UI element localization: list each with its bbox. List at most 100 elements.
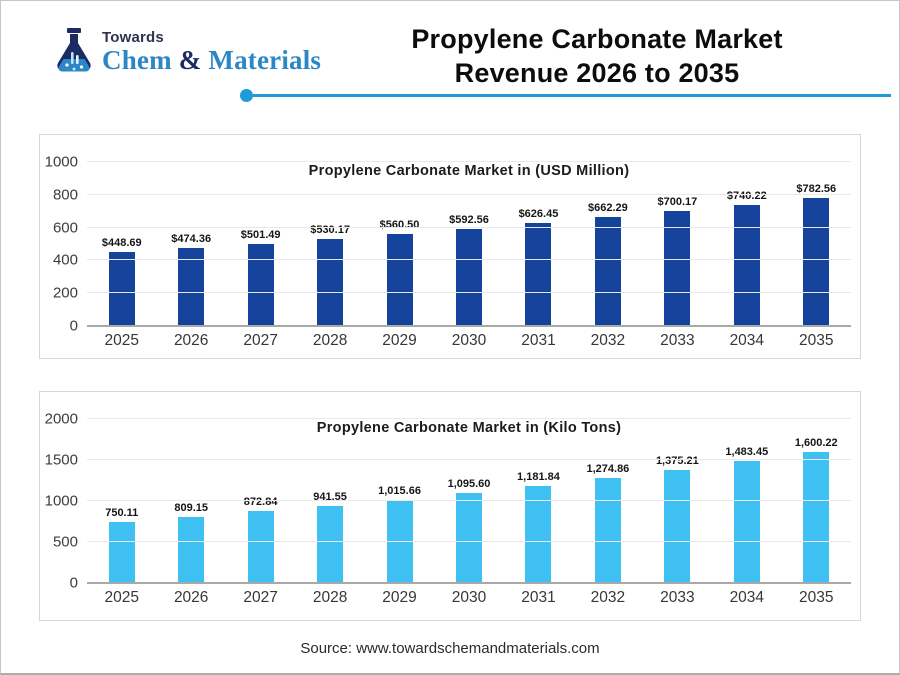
bar-2027 xyxy=(247,243,274,326)
x-axis-label-2028: 2028 xyxy=(312,332,348,349)
usd-chart-title: Propylene Carbonate Market in (USD Milli… xyxy=(308,163,630,179)
x-axis-label-2028: 2028 xyxy=(312,589,348,606)
gridline xyxy=(87,292,851,294)
accent-divider-dot xyxy=(240,89,253,102)
bar-2033 xyxy=(664,211,691,326)
bar-slot-2033: $700.17 xyxy=(643,162,712,326)
bar-slot-2025: $448.69 xyxy=(87,162,156,326)
y-axis-tick-label: 0 xyxy=(69,574,78,592)
x-axis-label-2035: 2035 xyxy=(799,589,834,606)
x-axis-label-2030: 2030 xyxy=(451,332,487,349)
gridline xyxy=(87,418,851,419)
bar-slot-2031: 1,181.84 xyxy=(504,419,573,583)
gridline xyxy=(87,161,851,162)
bar-2032 xyxy=(594,478,621,583)
bar-slot-2027: $501.49 xyxy=(226,162,295,326)
bar-slot-2033: 1,375.21 xyxy=(643,419,712,583)
bar-slot-2025: 750.11 xyxy=(87,419,156,583)
page-title: Propylene Carbonate Market Revenue 2026 … xyxy=(311,23,883,91)
gridline xyxy=(87,459,851,460)
bar-slot-2028: 941.55 xyxy=(295,419,364,583)
bar-value-label: 1,274.86 xyxy=(586,463,630,476)
bar-value-label: $501.49 xyxy=(240,228,281,241)
bar-value-label: $474.36 xyxy=(171,233,212,246)
y-axis-tick-label: 500 xyxy=(52,533,78,551)
bar-slot-2030: $592.56 xyxy=(434,162,503,326)
bar-value-label: $700.17 xyxy=(657,196,698,209)
y-axis-tick-label: 1000 xyxy=(44,492,78,510)
x-axis-label-2032: 2032 xyxy=(590,332,626,349)
brand-name-label: Chem & Materials xyxy=(102,44,321,75)
bar-value-label: $560.50 xyxy=(379,219,420,232)
gridline xyxy=(87,259,851,261)
y-axis-tick-label: 1000 xyxy=(44,153,78,171)
page-title-line1: Propylene Carbonate Market xyxy=(411,24,783,54)
bar-value-label: $626.45 xyxy=(518,208,559,221)
usd-million-chart-panel: 0 200 400 600 800 1000 Propylene Carbonate Ma… xyxy=(39,134,861,359)
x-axis-label-2026: 2026 xyxy=(173,589,209,606)
bar-2033 xyxy=(664,470,691,583)
brand-wordmark: Towards Chem & Materials xyxy=(102,30,321,76)
bar-slot-2034: $740.22 xyxy=(712,162,781,326)
bar-slot-2027: 872.84 xyxy=(226,419,295,583)
bar-value-label: $782.56 xyxy=(796,182,837,195)
bar-value-label: 1,181.84 xyxy=(517,471,560,484)
bar-slot-2034: 1,483.45 xyxy=(712,419,781,583)
kilo-chart-bars: 750.11 809.15 872.84 941.55 1,015.66 1,095.60… xyxy=(87,419,851,583)
x-axis-label-2026: 2026 xyxy=(173,332,209,349)
bar-2034 xyxy=(733,461,760,583)
bar-value-label: 750.11 xyxy=(105,506,139,519)
x-axis-label-2033: 2033 xyxy=(660,589,695,606)
gridline xyxy=(87,193,851,195)
x-axis-label-2035: 2035 xyxy=(799,332,834,349)
x-axis-label-2034: 2034 xyxy=(729,589,765,606)
bar-value-label: 1,095.60 xyxy=(447,478,491,491)
accent-divider-line xyxy=(253,94,891,97)
y-axis-tick-label: 200 xyxy=(52,284,78,302)
y-axis-tick-label: 800 xyxy=(52,186,78,204)
bar-slot-2029: $560.50 xyxy=(365,162,434,326)
bar-2035 xyxy=(803,197,830,326)
usd-chart-bars: $448.69 $474.36 $501.49 $530.17 $560.50 $592.… xyxy=(87,162,851,326)
x-axis-label-2027: 2027 xyxy=(243,589,278,606)
x-axis-label-2029: 2029 xyxy=(382,332,417,349)
bar-2032 xyxy=(594,217,621,326)
usd-chart-plot-area: Propylene Carbonate Market in (USD Milli… xyxy=(87,161,851,327)
bar-2027 xyxy=(247,511,274,583)
bar-2026 xyxy=(178,516,205,583)
x-axis-label-2031: 2031 xyxy=(521,589,556,606)
bar-2034 xyxy=(733,204,760,326)
bar-2025 xyxy=(108,252,135,326)
bar-2026 xyxy=(178,248,205,326)
bar-slot-2031: $626.45 xyxy=(504,162,573,326)
bar-slot-2032: 1,274.86 xyxy=(573,419,642,583)
x-axis-label-2027: 2027 xyxy=(243,332,278,349)
y-axis-tick-label: 600 xyxy=(52,219,78,237)
bar-2030 xyxy=(455,228,482,326)
bar-2029 xyxy=(386,234,413,326)
x-axis-label-2032: 2032 xyxy=(590,589,626,606)
bar-2030 xyxy=(455,493,482,583)
kilo-chart-y-axis: 0 500 1000 1500 2000 xyxy=(40,411,84,592)
y-axis-tick-label: 2000 xyxy=(44,410,78,428)
x-axis-label-2029: 2029 xyxy=(382,589,417,606)
bar-slot-2035: 1,600.22 xyxy=(782,419,851,583)
brand-ampersand: & xyxy=(171,44,209,75)
bar-value-label: $740.22 xyxy=(726,189,767,202)
gridline xyxy=(87,226,851,228)
bar-2028 xyxy=(317,505,344,583)
usd-chart-y-axis: 0 200 400 600 800 1000 xyxy=(40,154,84,335)
kilo-chart-x-labels: 2025 2026 2027 2028 2029 2030 2031 2032 2033 2034… xyxy=(87,589,851,607)
flask-icon xyxy=(57,28,91,72)
bar-slot-2029: 1,015.66 xyxy=(365,419,434,583)
bar-value-label: 941.55 xyxy=(313,490,347,503)
kilo-chart-title: Propylene Carbonate Market in (Kilo Tons… xyxy=(316,420,622,436)
source-attribution: Source: www.towardschemandmaterials.com xyxy=(300,640,600,657)
bar-value-label: $592.56 xyxy=(449,213,489,226)
bar-slot-2026: $474.36 xyxy=(156,162,225,326)
x-axis-label-2033: 2033 xyxy=(660,332,695,349)
bar-2028 xyxy=(317,239,344,326)
bar-value-label: 1,483.45 xyxy=(725,446,769,459)
x-axis-label-2031: 2031 xyxy=(521,332,556,349)
